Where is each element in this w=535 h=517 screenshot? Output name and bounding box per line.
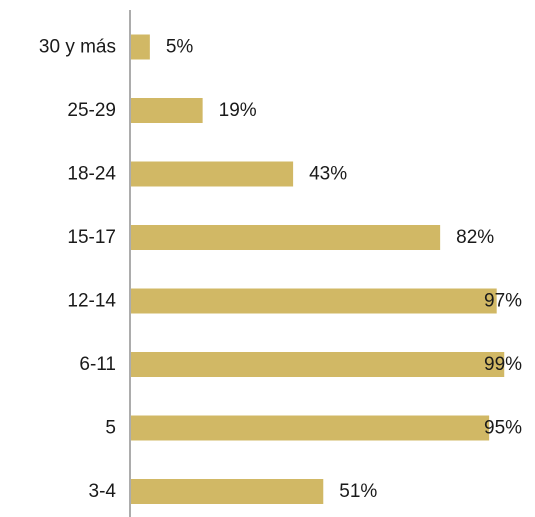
data-label: 5%: [166, 37, 194, 58]
category-labels: 30 y más 25-29 18-24 15-17 12-14 6-11 5 3-4: [39, 37, 117, 503]
category-label: 12-14: [67, 291, 116, 312]
category-label: 25-29: [67, 100, 116, 121]
category-label: 15-17: [67, 227, 116, 248]
data-label: 82%: [456, 227, 494, 248]
value-labels: 5% 19% 43% 82% 97% 99% 95% 51%: [166, 37, 522, 503]
category-label: 6-11: [79, 354, 116, 375]
bar: [131, 288, 497, 314]
bar: [131, 479, 324, 504]
data-label: 19%: [219, 100, 257, 121]
category-label: 18-24: [67, 164, 116, 185]
category-label: 3-4: [89, 481, 117, 502]
category-label: 5: [105, 418, 116, 439]
data-label: 97%: [484, 291, 522, 312]
bar: [131, 98, 203, 123]
bar: [131, 352, 505, 377]
data-label: 99%: [484, 354, 522, 375]
category-label: 30 y más: [39, 37, 116, 58]
bar: [131, 161, 294, 187]
bar-group: [131, 34, 505, 504]
data-label: 51%: [339, 481, 377, 502]
data-label: 95%: [484, 418, 522, 439]
bar: [131, 225, 441, 250]
bar: [131, 34, 150, 60]
data-label: 43%: [309, 164, 347, 185]
bar: [131, 415, 490, 441]
